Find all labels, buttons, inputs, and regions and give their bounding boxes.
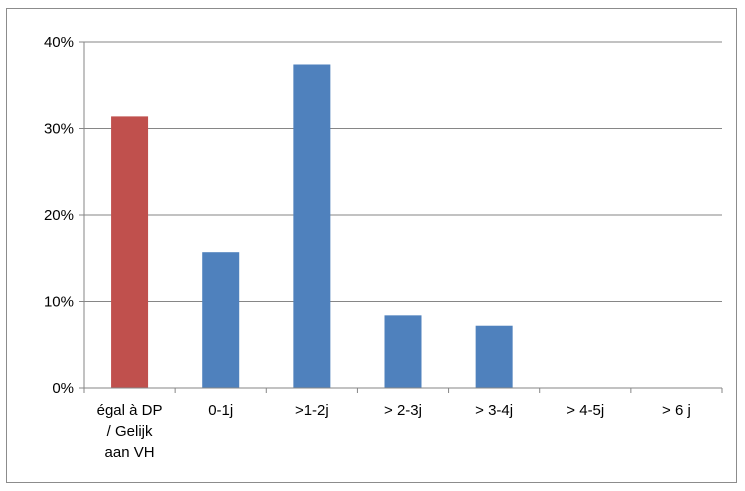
bars (111, 64, 513, 388)
bar (385, 315, 422, 388)
bar (293, 64, 330, 388)
x-tick-label-line: > 3-4j (475, 402, 513, 419)
x-tick-label: > 2-3j (384, 402, 422, 419)
bar (202, 252, 239, 388)
gridlines (84, 42, 722, 302)
y-tick-label: 30% (44, 121, 74, 138)
x-tick-label: >1-2j (295, 402, 329, 419)
x-tick-label-line: > 2-3j (384, 402, 422, 419)
y-tick-label: 10% (44, 294, 74, 311)
x-tick-label: > 6 j (662, 402, 691, 419)
x-tick-label-line: > 4-5j (566, 402, 604, 419)
x-tick-label: 0-1j (208, 402, 233, 419)
x-tick-label-line: aan VH (105, 444, 155, 461)
x-tick-label-line: égal à DP (97, 402, 163, 419)
x-axis-ticks: égal à DP / Gelijk aan VH 0-1j >1-2j > 2-3j > … (84, 388, 722, 461)
x-tick-label-line: >1-2j (295, 402, 329, 419)
x-tick-label: > 4-5j (566, 402, 604, 419)
x-tick-label-line: / Gelijk (107, 423, 153, 440)
x-tick-label-line: > 6 j (662, 402, 691, 419)
y-tick-label: 20% (44, 207, 74, 224)
y-tick-label: 40% (44, 34, 74, 51)
y-axis-ticks: 0% 10% 20% 30% 40% (44, 34, 84, 397)
x-tick-label: > 3-4j (475, 402, 513, 419)
bar (111, 116, 148, 388)
bar (476, 326, 513, 388)
y-tick-label: 0% (52, 380, 74, 397)
x-tick-label: égal à DP / Gelijk aan VH (97, 402, 163, 461)
x-tick-label-line: 0-1j (208, 402, 233, 419)
